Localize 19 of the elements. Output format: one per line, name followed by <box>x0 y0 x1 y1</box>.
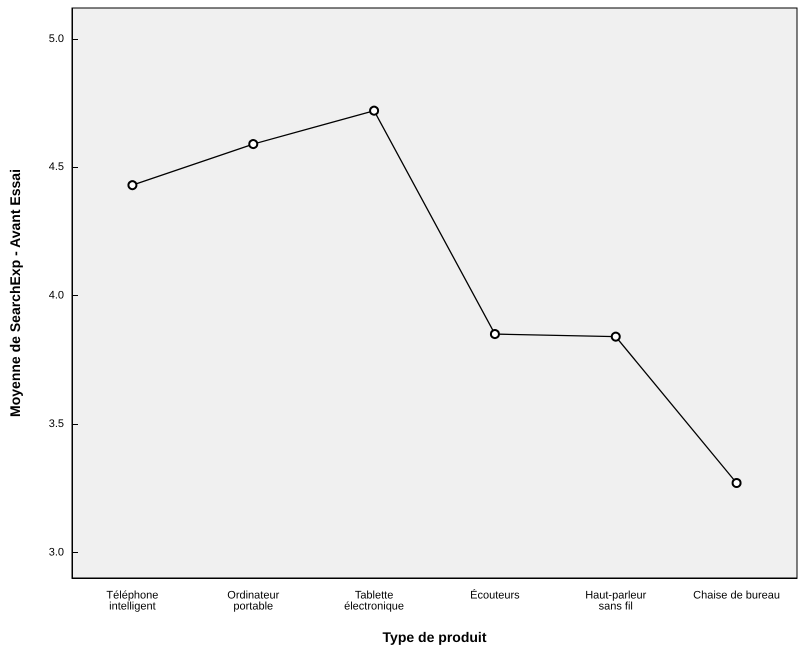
x-tick-label: Écouteurs <box>470 588 520 602</box>
y-tick-label: 4.0 <box>48 290 64 302</box>
point <box>248 139 258 150</box>
x-tick-label: Tablette électronique <box>344 590 404 612</box>
y-tick-label: 4.5 <box>48 161 64 174</box>
point <box>610 332 621 342</box>
x-tick-label: Haut-parleur sans fil <box>585 590 647 612</box>
y-tick-label: 5.0 <box>48 32 64 45</box>
y-axis-title: Moyenne de SearchExp - Avant Essai <box>7 169 23 417</box>
point <box>127 180 138 190</box>
y-tick-label: 3.0 <box>48 546 64 558</box>
x-tick-label: Chaise de bureau <box>693 590 780 602</box>
point <box>369 106 380 116</box>
y-tick-label: 3.5 <box>48 418 64 430</box>
point <box>490 329 500 340</box>
point <box>732 478 742 488</box>
x-tick-label: Téléphone intelligent <box>106 590 158 612</box>
x-tick-label: Ordinateur portable <box>227 590 280 612</box>
x-axis-title: Type de produit <box>382 629 487 645</box>
